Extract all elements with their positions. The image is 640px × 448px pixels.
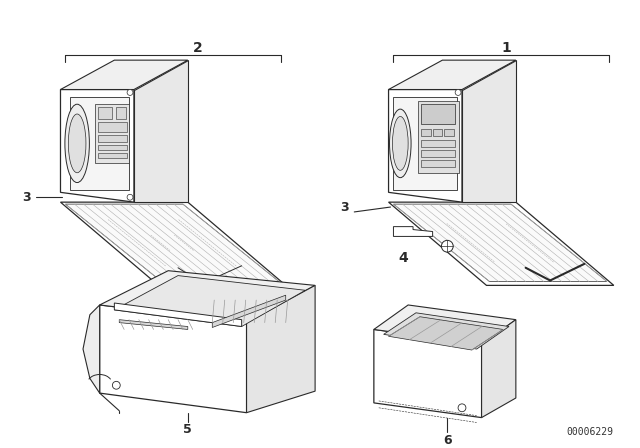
Polygon shape <box>383 313 509 349</box>
Text: 6: 6 <box>443 434 452 447</box>
Polygon shape <box>481 320 516 418</box>
Polygon shape <box>462 60 516 202</box>
Polygon shape <box>418 101 459 173</box>
Polygon shape <box>61 90 134 202</box>
Circle shape <box>113 381 120 389</box>
Polygon shape <box>61 60 188 90</box>
Polygon shape <box>115 303 242 327</box>
Text: 3: 3 <box>22 191 31 204</box>
Polygon shape <box>119 320 188 329</box>
Polygon shape <box>65 204 279 281</box>
Polygon shape <box>61 202 285 285</box>
Bar <box>98 107 113 119</box>
Text: 3: 3 <box>340 201 349 214</box>
Bar <box>116 107 126 119</box>
Bar <box>433 129 442 136</box>
Ellipse shape <box>68 114 86 173</box>
Polygon shape <box>374 305 516 344</box>
Polygon shape <box>388 60 516 90</box>
Bar <box>98 153 127 158</box>
Polygon shape <box>374 329 481 418</box>
Polygon shape <box>388 90 462 202</box>
Polygon shape <box>100 305 246 413</box>
Polygon shape <box>246 285 315 413</box>
Circle shape <box>127 90 133 95</box>
Bar <box>444 129 454 136</box>
Ellipse shape <box>390 109 411 178</box>
Circle shape <box>442 240 453 252</box>
Bar <box>421 160 455 167</box>
Bar <box>421 150 455 157</box>
Polygon shape <box>394 204 607 281</box>
Polygon shape <box>95 104 129 163</box>
Polygon shape <box>70 97 129 190</box>
Bar <box>98 145 127 150</box>
Text: 1: 1 <box>501 41 511 56</box>
Polygon shape <box>394 97 457 190</box>
Polygon shape <box>212 295 285 327</box>
Polygon shape <box>388 202 614 285</box>
Bar <box>421 129 431 136</box>
Polygon shape <box>100 271 315 323</box>
Polygon shape <box>394 227 433 237</box>
Bar <box>98 134 127 142</box>
Polygon shape <box>134 60 188 202</box>
Circle shape <box>458 404 466 412</box>
Text: 2: 2 <box>193 41 202 56</box>
Bar <box>421 104 455 124</box>
Bar <box>98 122 127 132</box>
Text: 4: 4 <box>398 251 408 265</box>
Circle shape <box>455 90 461 95</box>
Bar <box>421 141 455 147</box>
Ellipse shape <box>65 104 90 182</box>
Text: 5: 5 <box>184 423 192 436</box>
Polygon shape <box>388 317 503 350</box>
Polygon shape <box>83 305 100 393</box>
Text: 00006229: 00006229 <box>567 427 614 437</box>
Ellipse shape <box>392 116 408 170</box>
Circle shape <box>127 194 133 200</box>
Polygon shape <box>115 276 305 327</box>
